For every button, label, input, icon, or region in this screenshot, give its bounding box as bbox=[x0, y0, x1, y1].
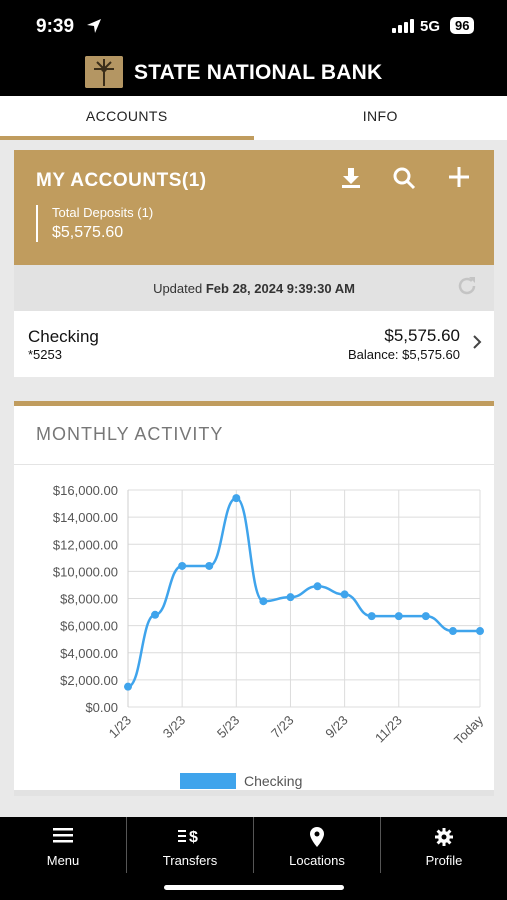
data-point bbox=[367, 612, 376, 621]
top-tabs: ACCOUNTS INFO bbox=[0, 96, 507, 140]
total-deposits-amount: $5,575.60 bbox=[52, 224, 124, 241]
data-point bbox=[124, 682, 132, 691]
tab-info[interactable]: INFO bbox=[362, 108, 398, 124]
y-tick-label: $16,000.00 bbox=[53, 483, 118, 498]
signal-icon bbox=[392, 19, 414, 33]
card-footer bbox=[14, 790, 494, 796]
x-tick-label: 11/23 bbox=[372, 713, 405, 746]
plus-icon[interactable] bbox=[448, 166, 470, 194]
data-point bbox=[394, 612, 403, 621]
x-tick-label: 5/23 bbox=[214, 713, 243, 742]
series-line-checking bbox=[127, 496, 480, 688]
data-point bbox=[232, 494, 241, 503]
home-indicator bbox=[164, 885, 344, 890]
updated-bar: Updated Feb 28, 2024 9:39:30 AM bbox=[14, 265, 494, 311]
network-label: 5G bbox=[420, 18, 441, 35]
download-icon[interactable] bbox=[340, 166, 362, 194]
status-bar: 9:39 5G 96 bbox=[0, 0, 507, 52]
x-tick-label: 7/23 bbox=[268, 713, 297, 742]
x-tick-label: 9/23 bbox=[322, 713, 351, 742]
data-point bbox=[286, 593, 295, 602]
data-point bbox=[313, 582, 322, 591]
divider bbox=[14, 464, 494, 465]
total-deposits: Total Deposits (1) $5,575.60 bbox=[36, 205, 153, 242]
x-tick-label: Today bbox=[451, 712, 486, 747]
y-tick-label: $10,000.00 bbox=[53, 564, 118, 579]
chevron-right-icon bbox=[472, 335, 482, 353]
data-point bbox=[421, 612, 430, 621]
y-tick-label: $4,000.00 bbox=[60, 646, 118, 661]
x-tick-label: 3/23 bbox=[160, 713, 189, 742]
my-accounts-title: MY ACCOUNTS(1) bbox=[36, 170, 207, 191]
location-arrow-icon bbox=[87, 19, 101, 33]
nav-transfers-label: Transfers bbox=[162, 853, 218, 868]
y-tick-label: $2,000.00 bbox=[60, 673, 118, 688]
brand-header: STATE NATIONAL BANK bbox=[0, 52, 507, 96]
updated-prefix: Updated bbox=[153, 281, 203, 296]
transfers-icon: $ bbox=[127, 827, 253, 847]
account-balance: Balance: $5,575.60 bbox=[347, 347, 460, 362]
data-point bbox=[178, 561, 187, 570]
updated-text: Updated Feb 28, 2024 9:39:30 AM bbox=[14, 281, 494, 296]
y-tick-label: $12,000.00 bbox=[53, 537, 118, 552]
x-tick-label: 1/23 bbox=[106, 713, 135, 742]
total-deposits-label: Total Deposits (1) bbox=[52, 205, 154, 220]
location-pin-icon bbox=[254, 827, 380, 847]
nav-menu-label: Menu bbox=[46, 853, 80, 868]
gear-icon bbox=[381, 827, 507, 847]
tab-accounts[interactable]: ACCOUNTS bbox=[0, 96, 254, 140]
monthly-activity-chart: $0.00 $2,000.00 $4,000.00 $6,000.00 $8,000.0… bbox=[53, 483, 486, 789]
status-time: 9:39 bbox=[36, 16, 75, 37]
nav-locations[interactable]: Locations bbox=[254, 817, 381, 873]
search-icon[interactable] bbox=[392, 166, 416, 196]
nav-menu[interactable]: Menu bbox=[0, 817, 127, 873]
data-point bbox=[476, 627, 484, 636]
menu-icon bbox=[0, 827, 126, 847]
nav-profile[interactable]: Profile bbox=[381, 817, 507, 873]
monthly-activity-card: MONTHLY ACTIVITY $0.00 $2,000.00 $4,000.00… bbox=[14, 401, 494, 796]
updated-timestamp: Feb 28, 2024 9:39:30 AM bbox=[205, 281, 355, 296]
nav-locations-label: Locations bbox=[289, 853, 345, 868]
battery-indicator: 96 bbox=[450, 17, 475, 34]
my-accounts-header: MY ACCOUNTS(1) Total Deposits (1) $5,575… bbox=[14, 150, 494, 265]
legend-label-checking: Checking bbox=[244, 773, 302, 789]
nav-transfers[interactable]: $ Transfers bbox=[127, 817, 254, 873]
data-point bbox=[259, 597, 268, 606]
refresh-icon[interactable] bbox=[456, 275, 478, 303]
y-tick-label: $8,000.00 bbox=[60, 592, 118, 607]
monthly-activity-title: MONTHLY ACTIVITY bbox=[36, 424, 224, 444]
data-point bbox=[151, 610, 160, 619]
y-tick-label: $6,000.00 bbox=[60, 619, 118, 634]
svg-text:$: $ bbox=[189, 829, 198, 845]
data-point bbox=[448, 627, 457, 636]
bank-name: STATE NATIONAL BANK bbox=[134, 61, 383, 84]
y-tick-label: $14,000.00 bbox=[53, 510, 118, 525]
nav-profile-label: Profile bbox=[425, 853, 463, 868]
data-point bbox=[205, 561, 214, 570]
account-number: *5253 bbox=[28, 347, 62, 362]
windmill-logo-icon bbox=[85, 56, 123, 88]
y-tick-label: $0.00 bbox=[85, 700, 118, 715]
account-amount: $5,575.60 bbox=[384, 326, 460, 345]
legend-swatch-checking bbox=[180, 773, 236, 789]
data-point bbox=[340, 590, 349, 599]
account-name: Checking bbox=[28, 327, 99, 346]
account-row-checking[interactable]: Checking *5253 $5,575.60 Balance: $5,575… bbox=[14, 311, 494, 377]
